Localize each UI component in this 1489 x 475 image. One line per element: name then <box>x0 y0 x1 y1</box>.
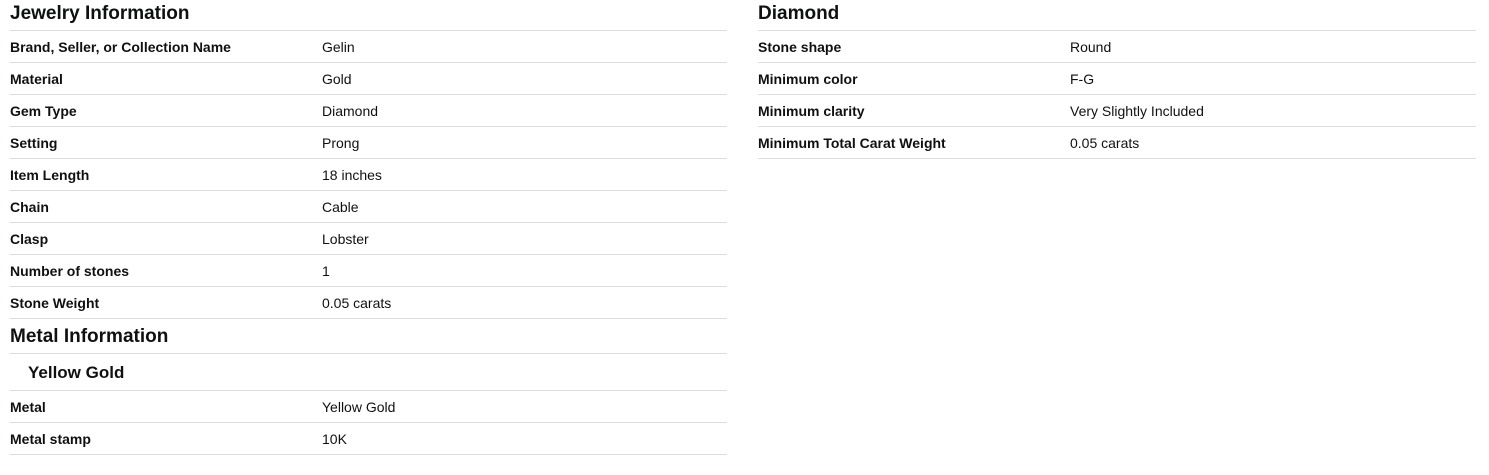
table-row: Minimum clarity Very Slightly Included <box>758 95 1476 127</box>
jewelry-information-title: Jewelry Information <box>10 0 727 31</box>
spec-value: Gelin <box>322 38 355 55</box>
spec-value: Cable <box>322 198 359 215</box>
spec-label: Metal <box>10 398 46 415</box>
table-row: Minimum color F-G <box>758 63 1476 95</box>
table-row: Gem Type Diamond <box>10 95 727 127</box>
spec-label: Minimum Total Carat Weight <box>758 134 946 151</box>
spec-value: 0.05 carats <box>1070 134 1140 151</box>
metal-information-table: Metal Yellow Gold Metal stamp 10K <box>10 391 727 455</box>
spec-label: Brand, Seller, or Collection Name <box>10 38 231 55</box>
spec-value: F-G <box>1070 70 1095 87</box>
spec-value: Diamond <box>322 102 379 119</box>
spec-value: Yellow Gold <box>322 398 396 415</box>
spec-label: Stone shape <box>758 38 842 55</box>
table-row: Minimum Total Carat Weight 0.05 carats <box>758 127 1476 159</box>
table-row: Metal stamp 10K <box>10 423 727 455</box>
spec-label: Setting <box>10 134 58 151</box>
table-row: Metal Yellow Gold <box>10 391 727 423</box>
diamond-table: Stone shape Round Minimum color F-G Mini… <box>758 31 1476 159</box>
spec-value: Prong <box>322 134 360 151</box>
table-row: Setting Prong <box>10 127 727 159</box>
jewelry-information-section: Jewelry Information Brand, Seller, or Co… <box>10 0 727 319</box>
spec-value: Gold <box>322 70 352 87</box>
spec-label: Minimum clarity <box>758 102 865 119</box>
spec-label: Stone Weight <box>10 294 100 311</box>
table-row: Item Length 18 inches <box>10 159 727 191</box>
table-row: Number of stones 1 <box>10 255 727 287</box>
metal-variant-subtitle: Yellow Gold <box>10 354 727 391</box>
diamond-section: Diamond Stone shape Round Minimum color … <box>758 0 1476 159</box>
spec-value: Very Slightly Included <box>1070 102 1204 119</box>
spec-value: Lobster <box>322 230 369 247</box>
table-row: Stone Weight 0.05 carats <box>10 287 727 319</box>
spec-label: Number of stones <box>10 262 130 279</box>
spec-label: Chain <box>10 198 49 215</box>
spec-label: Gem Type <box>10 102 77 119</box>
spec-label: Material <box>10 70 63 87</box>
spec-value: 18 inches <box>322 166 382 183</box>
jewelry-information-table: Brand, Seller, or Collection Name Gelin … <box>10 31 727 319</box>
spec-label: Metal stamp <box>10 430 91 447</box>
right-column: Diamond Stone shape Round Minimum color … <box>758 0 1476 159</box>
spec-label: Clasp <box>10 230 49 247</box>
table-row: Clasp Lobster <box>10 223 727 255</box>
table-row: Brand, Seller, or Collection Name Gelin <box>10 31 727 63</box>
table-row: Stone shape Round <box>758 31 1476 63</box>
metal-information-title: Metal Information <box>10 319 727 354</box>
details-columns: Jewelry Information Brand, Seller, or Co… <box>10 0 1476 455</box>
spec-value: Round <box>1070 38 1112 55</box>
spec-label: Minimum color <box>758 70 858 87</box>
table-row: Material Gold <box>10 63 727 95</box>
left-column: Jewelry Information Brand, Seller, or Co… <box>10 0 727 455</box>
spec-value: 1 <box>322 262 330 279</box>
spec-label: Item Length <box>10 166 90 183</box>
diamond-title: Diamond <box>758 0 1476 31</box>
spec-value: 10K <box>322 430 347 447</box>
spec-value: 0.05 carats <box>322 294 392 311</box>
table-row: Chain Cable <box>10 191 727 223</box>
metal-information-section: Metal Information Yellow Gold Metal Yell… <box>10 319 727 455</box>
